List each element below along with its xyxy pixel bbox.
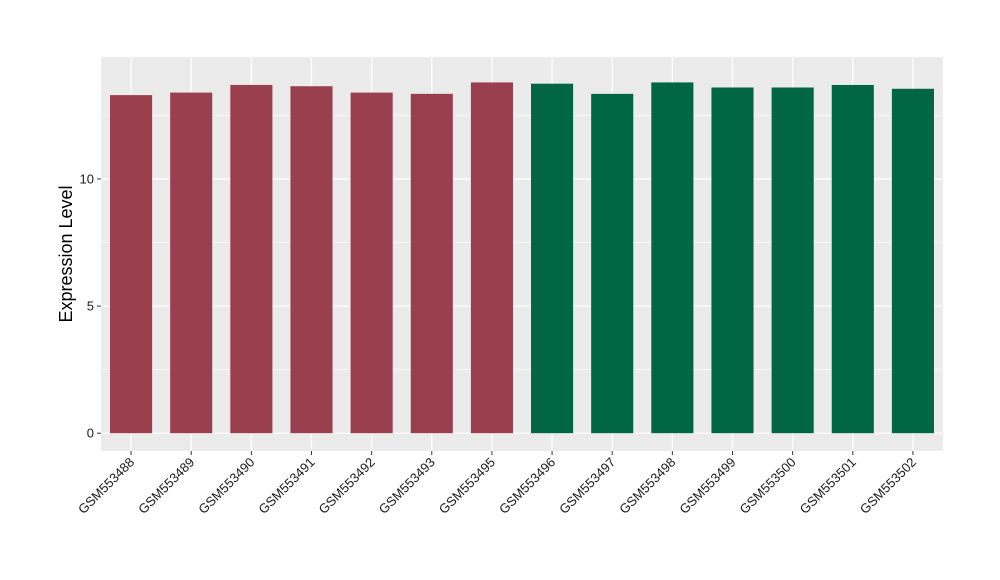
y-tick-label: 10 [80, 172, 94, 187]
x-tick-label: GSM553502 [857, 455, 919, 517]
y-axis: 0 5 10 [80, 172, 101, 441]
plot-panel [101, 57, 943, 451]
bar-GSM553490 [230, 84, 273, 434]
bar-GSM553492 [350, 92, 393, 434]
bar-GSM553500 [771, 87, 814, 434]
bar-GSM553501 [831, 84, 874, 434]
x-tick-label: GSM553497 [556, 455, 618, 517]
x-tick-label: GSM553491 [255, 455, 317, 517]
x-tick-label: GSM553490 [195, 455, 257, 517]
x-tick-label: GSM553496 [496, 455, 558, 517]
y-tick-label: 0 [87, 426, 94, 441]
x-tick-label: GSM553493 [376, 455, 438, 517]
x-tick-label: GSM553500 [737, 455, 799, 517]
y-tick-label: 5 [87, 299, 94, 314]
y-axis-title: Expression Level [56, 185, 76, 322]
bar-GSM553496 [531, 83, 574, 434]
bar-GSM553498 [651, 82, 694, 434]
bars [110, 82, 934, 434]
bar-GSM553495 [470, 82, 513, 434]
bar-GSM553502 [891, 88, 934, 434]
bar-GSM553493 [410, 93, 453, 434]
bar-GSM553499 [711, 87, 754, 434]
x-tick-label: GSM553492 [316, 455, 378, 517]
bar-GSM553488 [110, 95, 153, 434]
x-tick-label: GSM553498 [616, 455, 678, 517]
x-tick-label: GSM553489 [135, 455, 197, 517]
x-tick-label: GSM553495 [436, 455, 498, 517]
bar-GSM553491 [290, 86, 333, 434]
x-tick-label: GSM553501 [797, 455, 859, 517]
bar-GSM553497 [591, 93, 634, 434]
x-tick-label: GSM553488 [75, 455, 137, 517]
x-tick-label: GSM553499 [676, 455, 738, 517]
x-axis: GSM553488GSM553489GSM553490GSM553491GSM5… [75, 451, 919, 517]
bar-GSM553489 [170, 92, 213, 434]
